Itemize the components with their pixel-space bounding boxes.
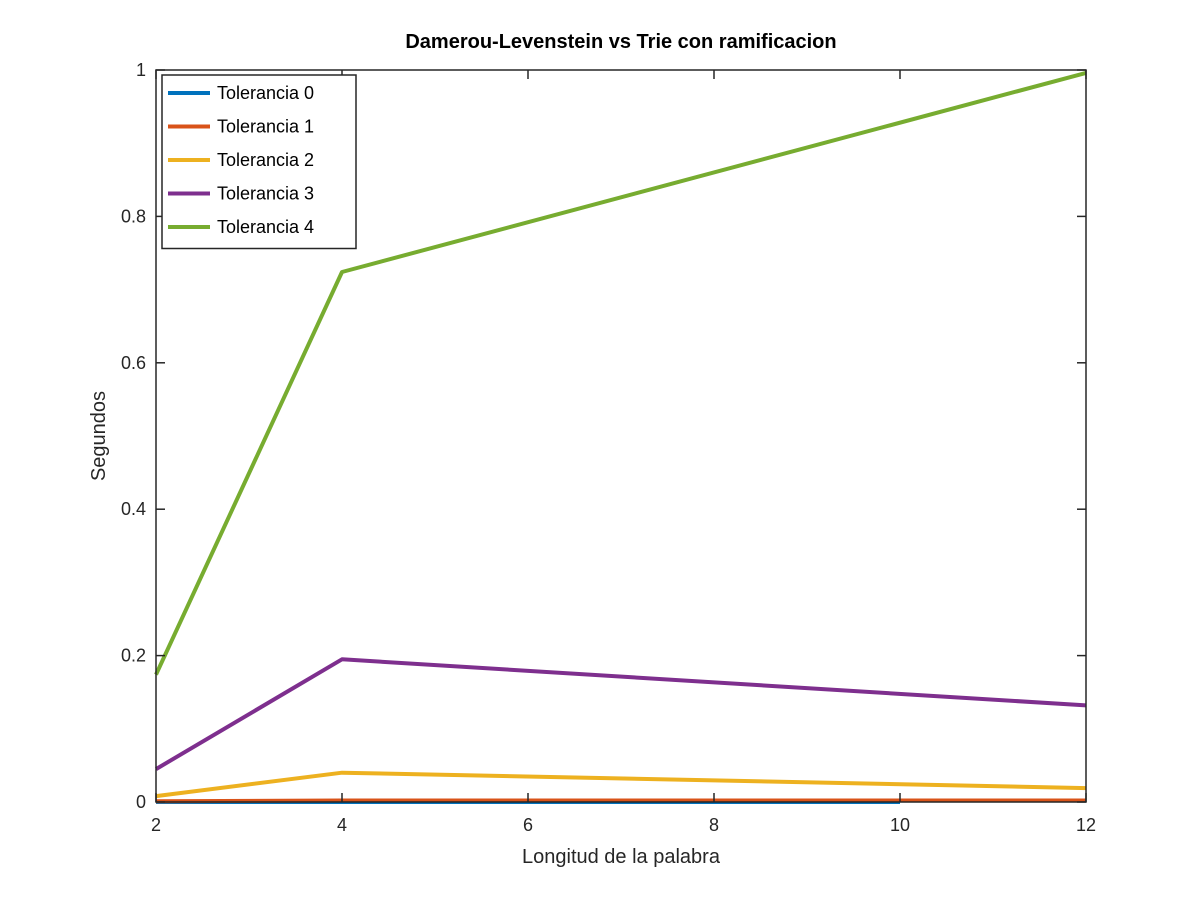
- series-line-tolerancia-2: [155, 770, 1087, 799]
- y-tick-label: 0.4: [121, 499, 146, 519]
- chart-title: Damerou-Levenstein vs Trie con ramificac…: [405, 31, 836, 53]
- x-tick-label: 8: [709, 815, 719, 835]
- legend-entry: Tolerancia 0: [217, 83, 314, 103]
- series-line-tolerancia-1: [155, 798, 1086, 804]
- x-axis-label: Longitud de la palabra: [522, 846, 721, 868]
- y-tick-label: 1: [136, 60, 146, 80]
- x-tick-label: 12: [1076, 815, 1096, 835]
- axes-box: [155, 69, 1087, 803]
- legend-entry: Tolerancia 4: [217, 217, 314, 237]
- x-tick-label: 2: [151, 815, 161, 835]
- y-tick-label: 0.6: [121, 353, 146, 373]
- legend-entry: Tolerancia 2: [217, 150, 314, 170]
- y-axis-label: Segundos: [88, 391, 110, 481]
- legend: Tolerancia 0 Tolerancia 1 Tolerancia 2 Tole…: [161, 74, 357, 250]
- series-line-tolerancia-4: [154, 70, 1087, 676]
- x-tick-label: 6: [523, 815, 533, 835]
- tick-layer: 2 4 6 8 10 12 0 0.2 0.4 0.6 0.8 1: [121, 60, 1096, 835]
- legend-entry: Tolerancia 3: [217, 184, 314, 204]
- y-tick-label: 0.2: [121, 646, 146, 666]
- axes-layer: [155, 69, 1087, 803]
- series-line-tolerancia-3: [154, 657, 1087, 771]
- y-tick-label: 0.8: [121, 206, 146, 226]
- legend-entry: Tolerancia 1: [217, 117, 314, 137]
- y-tick-label: 0: [136, 792, 146, 812]
- x-tick-label: 4: [337, 815, 347, 835]
- x-tick-label: 10: [890, 815, 910, 835]
